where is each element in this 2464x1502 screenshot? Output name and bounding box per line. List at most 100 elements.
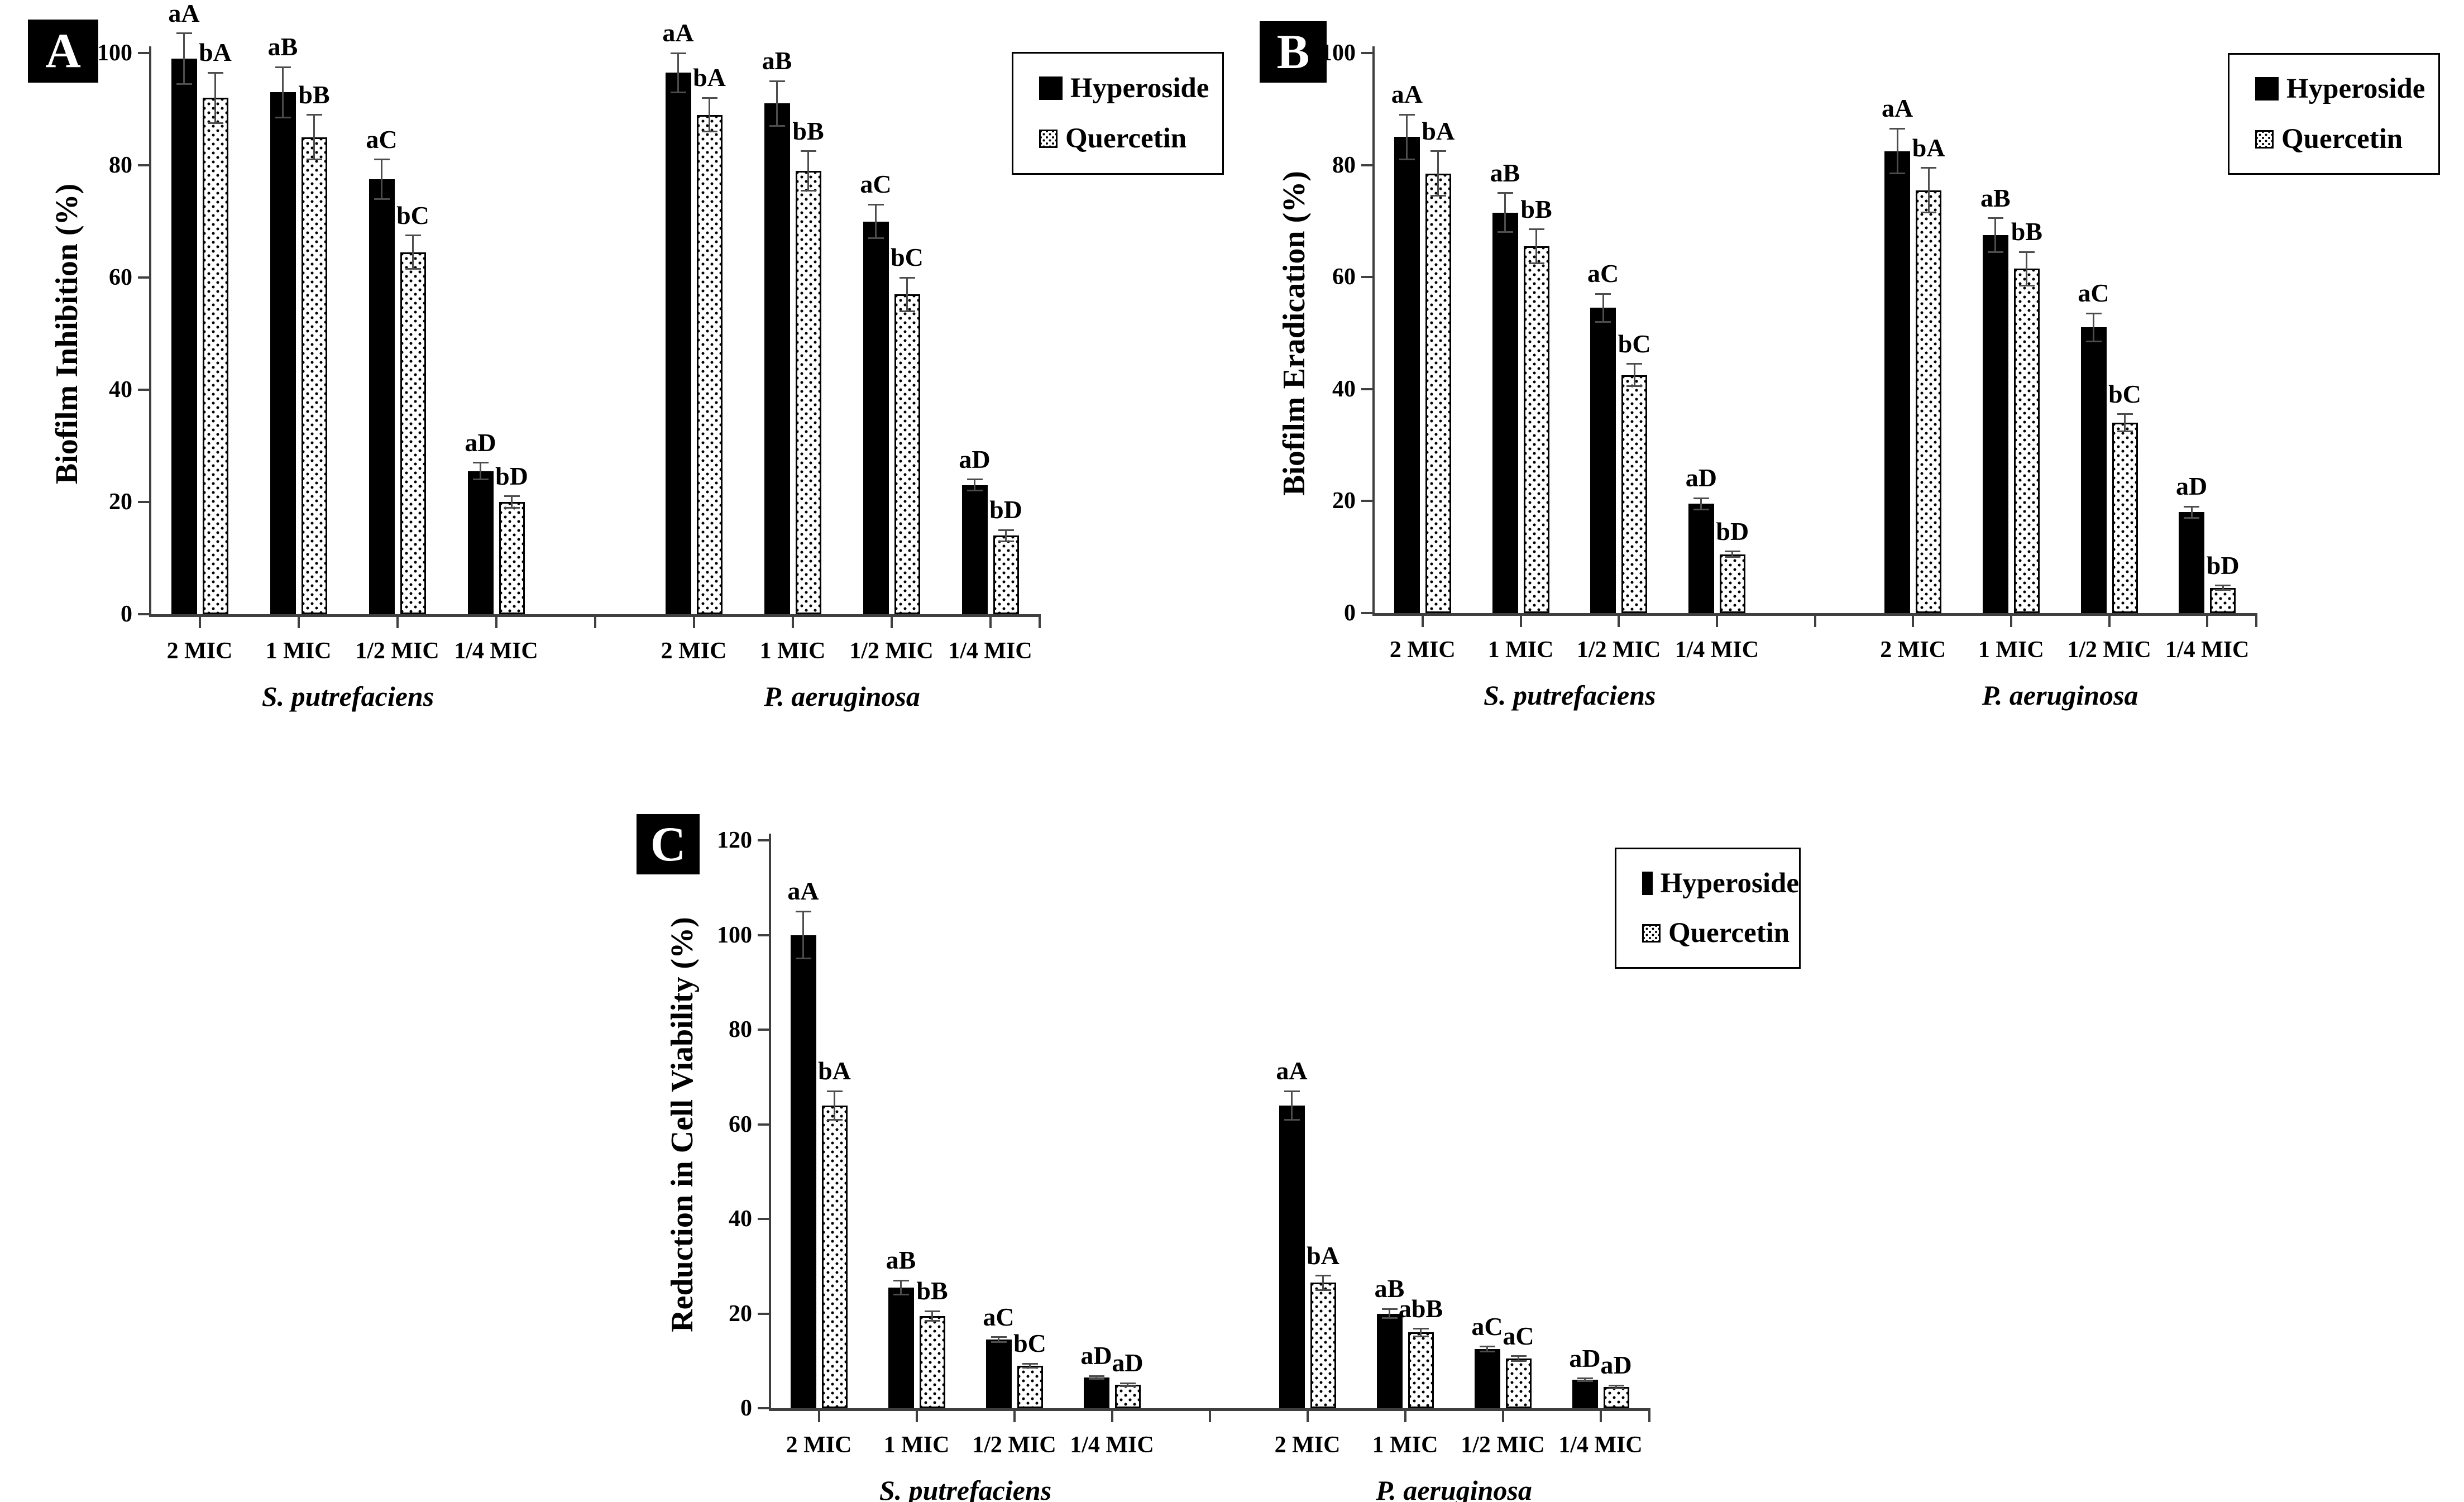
y-axis-label: Reduction in Cell Viability (%) <box>665 916 700 1332</box>
sig-label: aD <box>465 428 496 457</box>
error-bar-cap-top <box>1119 1382 1136 1384</box>
bar-hyperoside <box>888 1287 914 1408</box>
sig-label: aC <box>983 1302 1015 1331</box>
y-tick-label: 60 <box>1332 264 1356 290</box>
error-bar-cap-bottom <box>893 1294 909 1296</box>
x-tick-label: 1 MIC <box>1978 637 2044 663</box>
sig-label: bD <box>495 461 528 490</box>
bar-hyperoside <box>863 221 889 614</box>
error-bar-cap-bottom <box>2215 589 2231 591</box>
panel-label-C: C <box>637 814 700 874</box>
x-tick-label: 2 MIC <box>1880 637 1946 663</box>
error-bar <box>2190 506 2193 518</box>
x-tick <box>1912 616 1915 627</box>
error-bar <box>1029 1364 1031 1368</box>
sig-label: bC <box>1013 1329 1046 1358</box>
y-tick-label: 20 <box>1332 488 1356 514</box>
error-bar-cap-bottom <box>2184 516 2200 519</box>
bar-hyperoside <box>985 1340 1012 1408</box>
error-bar-cap-top <box>472 462 489 464</box>
x-axis-end-tick <box>1039 617 1041 628</box>
error-bar-cap-bottom <box>1577 1380 1593 1383</box>
error-bar-cap-top <box>1987 217 2003 219</box>
sig-label: aD <box>1112 1348 1144 1377</box>
x-tick-label: 1/2 MIC <box>849 638 934 664</box>
y-tick-label: 0 <box>121 601 132 627</box>
error-bar-cap-bottom <box>1724 556 1740 558</box>
legend-item: Hyperoside <box>1039 72 1222 104</box>
x-tick <box>1519 616 1522 627</box>
legend-label: Quercetin <box>1065 123 1187 155</box>
bar-quercetin <box>2112 422 2138 613</box>
x-tick-label: 1/2 MIC <box>1461 1432 1545 1458</box>
x-tick <box>396 617 399 628</box>
sig-label: bC <box>396 200 429 229</box>
error-bar <box>214 73 216 123</box>
y-tick-label: 100 <box>1320 40 1356 66</box>
legend-label: Quercetin <box>1668 917 1790 949</box>
sig-label: aC <box>366 125 398 154</box>
species-label: S. putrefaciens <box>261 681 434 712</box>
error-bar-cap-top <box>374 159 390 161</box>
bar-quercetin <box>301 137 327 614</box>
error-bar-cap-top <box>176 32 192 35</box>
x-tick-label: 2 MIC <box>661 638 727 664</box>
sig-label: aB <box>267 32 298 61</box>
error-bar <box>900 1280 902 1295</box>
x-tick <box>1208 1411 1211 1422</box>
error-bar <box>511 496 513 508</box>
sig-label: bA <box>199 38 232 67</box>
error-bar-cap-bottom <box>1430 195 1446 197</box>
x-axis-line <box>149 614 1041 617</box>
sig-label: bA <box>1307 1241 1339 1270</box>
legend-swatch-quercetin <box>2255 130 2274 149</box>
species-label: P. aeruginosa <box>1982 680 2138 711</box>
error-bar-cap-top <box>924 1310 940 1312</box>
y-tick <box>138 613 150 615</box>
error-bar-cap-bottom <box>1284 1118 1300 1121</box>
sig-label: aC <box>2078 279 2109 308</box>
sig-label: bD <box>1716 516 1749 546</box>
x-tick <box>989 617 992 628</box>
error-bar-cap-bottom <box>504 506 520 509</box>
x-tick <box>1111 1411 1113 1422</box>
error-bar-cap-top <box>826 1090 843 1092</box>
sig-label: aA <box>168 0 200 27</box>
error-bar-cap-bottom <box>701 131 717 133</box>
sig-label: bA <box>1912 133 1945 162</box>
bar-quercetin <box>993 535 1019 614</box>
error-bar-cap-bottom <box>176 83 192 85</box>
bar-quercetin <box>1719 554 1745 613</box>
y-tick <box>1361 164 1374 166</box>
sig-label: aC <box>1503 1321 1534 1350</box>
x-tick-label: 1/2 MIC <box>1576 637 1661 663</box>
error-bar <box>709 98 710 132</box>
error-bar <box>1602 294 1604 322</box>
error-bar-cap-bottom <box>405 268 421 270</box>
error-bar <box>677 53 679 93</box>
panel-label-A: A <box>28 20 98 83</box>
sig-label: aB <box>1374 1274 1405 1303</box>
error-bar-cap-top <box>1528 228 1544 231</box>
y-tick <box>138 164 150 166</box>
error-bar-cap-top <box>1284 1090 1300 1092</box>
bar-hyperoside <box>2080 327 2107 613</box>
legend: Hyperoside Quercetin <box>1012 52 1224 175</box>
x-tick <box>1013 1411 1016 1422</box>
legend-item: Quercetin <box>1642 917 1799 949</box>
bar-quercetin <box>696 114 723 614</box>
legend-label: Hyperoside <box>1660 867 1799 899</box>
bar-hyperoside <box>1590 308 1616 613</box>
error-bar-cap-top <box>967 479 983 481</box>
y-tick-label: 20 <box>729 1300 752 1327</box>
species-label: P. aeruginosa <box>764 681 920 712</box>
panel-label-B: B <box>1260 21 1327 83</box>
error-bar-cap-top <box>1022 1362 1038 1365</box>
bar-hyperoside <box>369 179 395 614</box>
error-bar-cap-bottom <box>991 1341 1007 1343</box>
error-bar-cap-bottom <box>1315 1289 1331 1291</box>
x-tick <box>2206 616 2209 627</box>
bar-quercetin <box>1310 1283 1336 1408</box>
error-bar <box>1486 1346 1488 1352</box>
